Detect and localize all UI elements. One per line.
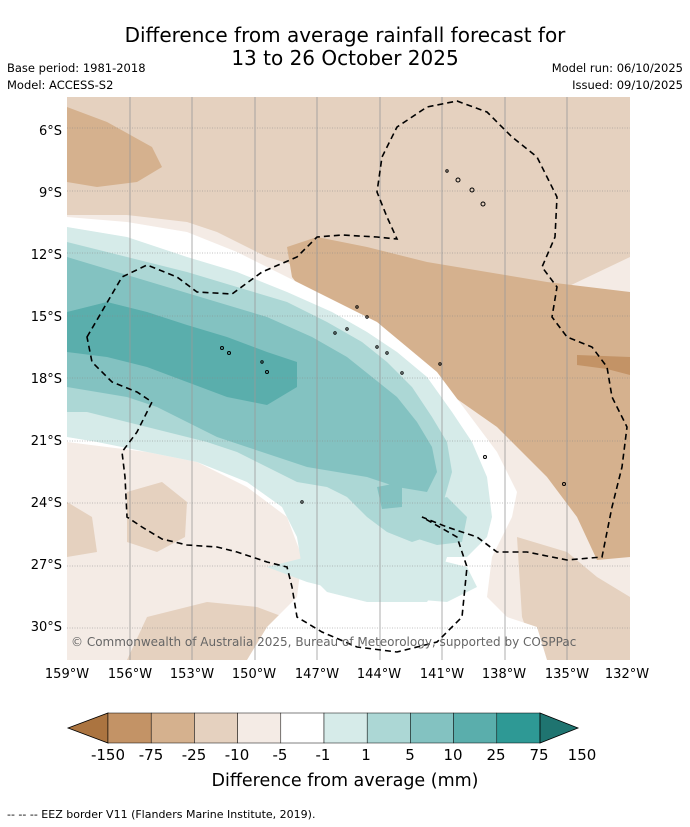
lon-label: 150°W	[231, 667, 277, 682]
title-line-2: 13 to 26 October 2025	[231, 46, 459, 70]
islands	[220, 169, 566, 504]
colorbar-tick: -1	[315, 746, 331, 764]
contour-dry-se	[517, 537, 630, 660]
model-name: Model: ACCESS-S2	[7, 78, 114, 92]
copyright-credit: © Commonwealth of Australia 2025, Bureau…	[71, 635, 577, 649]
lat-label: 18°S	[30, 372, 62, 387]
contour-dry-south1	[127, 482, 187, 552]
lon-label: 138°W	[481, 667, 527, 682]
lon-label: 132°W	[604, 667, 650, 682]
eez-footnote: -- -- -- EEZ border V11 (Flanders Marine…	[7, 808, 316, 821]
lat-label: 30°S	[30, 620, 62, 635]
contour-dry-sw	[67, 502, 97, 557]
lat-label: 15°S	[30, 310, 62, 325]
colorbar-cell	[237, 712, 282, 744]
title-line-1: Difference from average rainfall forecas…	[124, 23, 566, 47]
colorbar-tick: 150	[567, 746, 597, 764]
contour-dry-nw	[67, 107, 162, 187]
colorbar-cells	[66, 712, 580, 744]
colorbar-cell	[280, 712, 325, 744]
lat-label: 27°S	[30, 558, 62, 573]
contour-dry-east	[577, 355, 630, 375]
colorbar-tick: 1	[361, 746, 371, 764]
contour-dry-mid	[287, 237, 630, 560]
colorbar-tick: -75	[138, 746, 164, 764]
meta-right: Model run: 06/10/2025 Issued: 09/10/2025	[552, 60, 683, 94]
contour-dry-light	[67, 97, 630, 327]
colorbar-tick: -5	[272, 746, 288, 764]
issued-date: Issued: 09/10/2025	[572, 78, 683, 92]
colorbar-cell	[453, 712, 498, 744]
lat-label: 6°S	[38, 124, 62, 139]
colorbar-extend-high	[539, 712, 580, 744]
contour-wet-25-blob	[377, 482, 402, 509]
colorbar-tick: -150	[90, 746, 126, 764]
rainfall-map	[67, 97, 630, 660]
lon-label: 147°W	[294, 667, 340, 682]
lat-label: 9°S	[38, 186, 62, 201]
lat-label: 21°S	[30, 434, 62, 449]
colorbar-tick: 5	[405, 746, 415, 764]
colorbar-tick: -25	[181, 746, 207, 764]
eez-border	[86, 100, 628, 653]
lon-label: 153°W	[169, 667, 215, 682]
lat-label: 24°S	[30, 496, 62, 511]
contour-wet-75	[67, 302, 297, 405]
colorbar-cell	[366, 712, 411, 744]
meta-left: Base period: 1981-2018 Model: ACCESS-S2	[7, 60, 146, 94]
lon-label: 156°W	[107, 667, 153, 682]
colorbar-tick: 10	[443, 746, 463, 764]
model-run: Model run: 06/10/2025	[551, 61, 683, 75]
colorbar-extend-low	[66, 712, 109, 744]
lon-label: 135°W	[544, 667, 590, 682]
colorbar-tick: 75	[529, 746, 549, 764]
map-title: Difference from average rainfall forecas…	[0, 24, 690, 70]
base-period: Base period: 1981-2018	[7, 61, 146, 75]
colorbar-cell	[107, 712, 152, 744]
colorbar-cell	[150, 712, 195, 744]
meridians	[129, 97, 568, 660]
colorbar-cell	[496, 712, 541, 744]
colorbar-label: Difference from average (mm)	[211, 771, 479, 791]
colorbar-tick: 25	[486, 746, 506, 764]
colorbar-cell	[194, 712, 238, 744]
contour-wet-light-south	[267, 552, 477, 602]
colorbar-tick: -10	[224, 746, 250, 764]
colorbar-cell	[410, 712, 454, 744]
lon-label: 144°W	[356, 667, 402, 682]
lon-label: 141°W	[419, 667, 465, 682]
lon-label: 159°W	[44, 667, 90, 682]
colorbar-cell	[323, 712, 368, 744]
lat-label: 12°S	[30, 248, 62, 263]
colorbar	[66, 712, 580, 744]
contour-wet-10-south	[407, 497, 467, 545]
